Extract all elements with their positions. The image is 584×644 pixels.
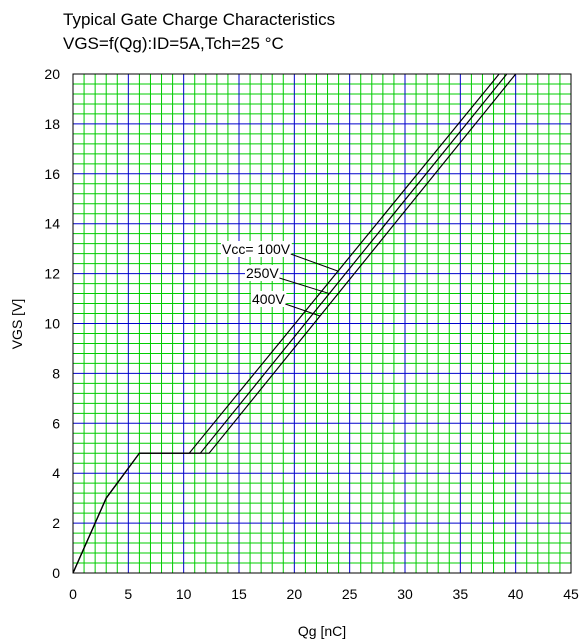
annotation-label-bg	[221, 241, 292, 257]
y-tick-label: 14	[44, 216, 60, 232]
y-tick-label: 20	[44, 66, 60, 82]
x-tick-label: 45	[563, 586, 579, 602]
annotation-leader-line	[290, 253, 339, 272]
x-tick-label: 40	[508, 586, 524, 602]
x-tick-label: 5	[124, 586, 132, 602]
y-axis-label: VGS [V]	[9, 299, 25, 350]
y-tick-label: 0	[52, 565, 60, 581]
y-tick-label: 8	[52, 365, 60, 381]
y-tick-label: 6	[52, 415, 60, 431]
annotation-leader-line	[279, 277, 330, 295]
x-tick-label: 15	[231, 586, 247, 602]
annotation-label-bg	[245, 265, 281, 281]
plot-grid	[72, 73, 572, 574]
y-tick-label: 2	[52, 515, 60, 531]
x-tick-label: 25	[342, 586, 358, 602]
annotation-label: 250V	[246, 265, 279, 281]
axis-ticks: 0 5 10 15 20 25 30 35 40 45 0 2 4 6 8 10 12 14 16 18 20	[44, 66, 579, 602]
x-tick-label: 20	[287, 586, 303, 602]
annotation-label: Vcc= 100V	[222, 241, 291, 257]
plot-series	[72, 73, 517, 574]
annotation-leader-line	[285, 303, 321, 317]
series-line-3	[72, 73, 517, 574]
y-tick-label: 4	[52, 465, 60, 481]
y-tick-label: 10	[44, 316, 60, 332]
y-tick-label: 12	[44, 266, 60, 282]
annotation-label-bg	[251, 291, 287, 307]
x-tick-label: 35	[453, 586, 469, 602]
chart-subtitle: VGS=f(Qg):ID=5A,Tch=25 °C	[63, 34, 284, 53]
y-tick-label: 16	[44, 166, 60, 182]
plot-annotations: Vcc= 100V 250V 400V	[221, 241, 339, 317]
x-tick-label: 0	[69, 586, 77, 602]
y-tick-label: 18	[44, 116, 60, 132]
x-tick-label: 30	[397, 586, 413, 602]
x-tick-label: 10	[176, 586, 192, 602]
x-axis-label: Qg [nC]	[298, 623, 346, 639]
plot-frame	[72, 73, 572, 574]
annotation-label: 400V	[252, 291, 285, 307]
chart-title: Typical Gate Charge Characteristics	[63, 10, 335, 29]
